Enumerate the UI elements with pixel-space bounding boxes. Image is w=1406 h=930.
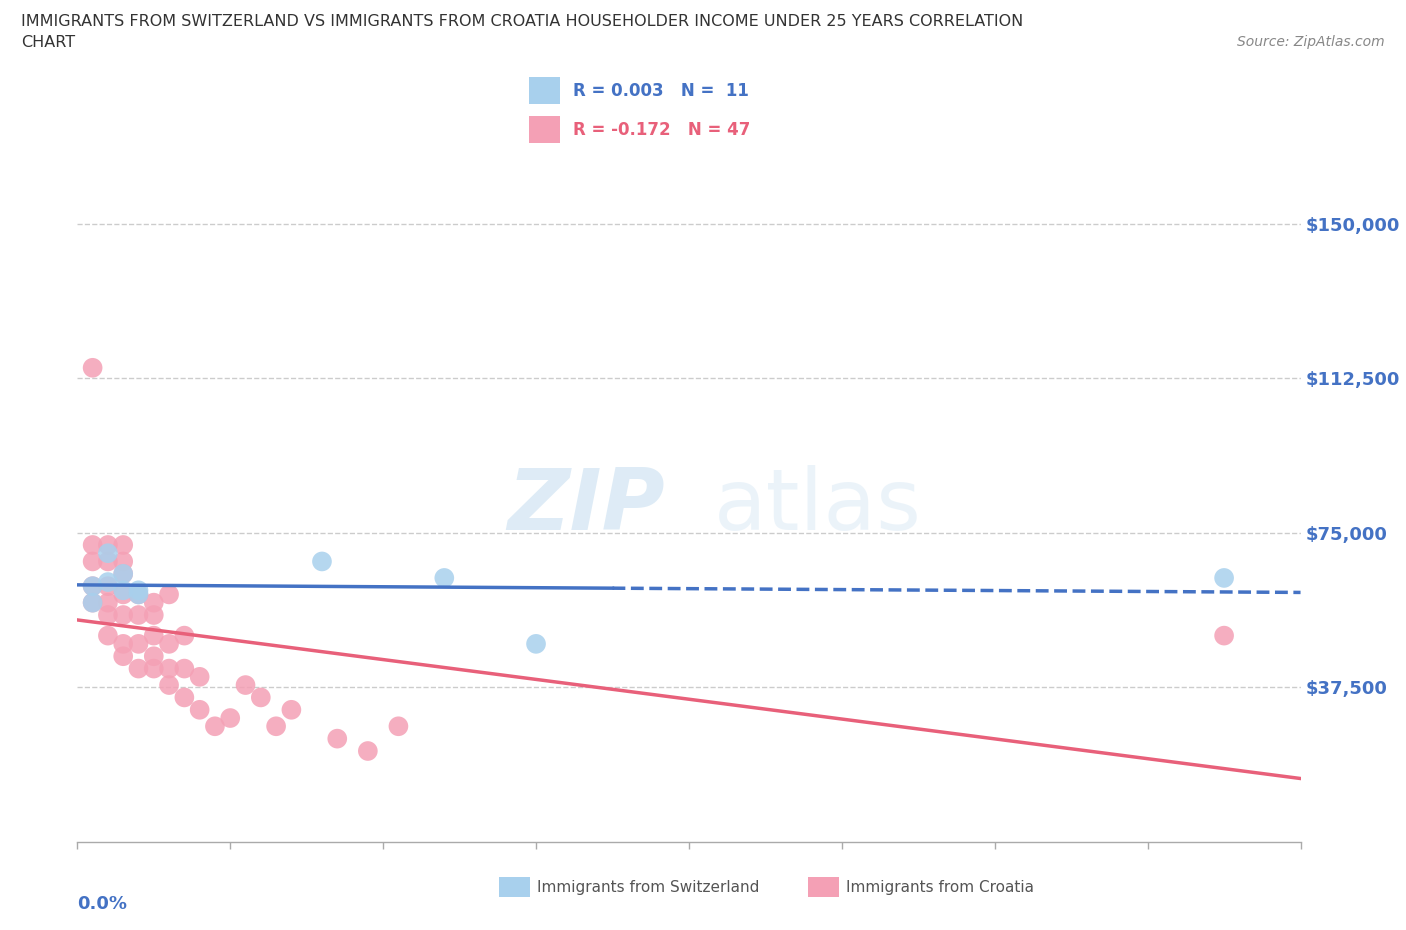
Point — [97, 628, 120, 643]
Point — [97, 578, 120, 593]
Point — [142, 595, 165, 610]
Point — [112, 566, 135, 581]
Text: 0.0%: 0.0% — [77, 896, 128, 913]
Point — [1213, 628, 1236, 643]
Point — [142, 607, 165, 622]
Point — [157, 587, 180, 602]
Text: R = 0.003   N =  11: R = 0.003 N = 11 — [572, 82, 748, 100]
Point — [326, 731, 349, 746]
Point — [82, 360, 104, 375]
Point — [128, 607, 150, 622]
Point — [112, 636, 135, 651]
FancyBboxPatch shape — [530, 116, 561, 143]
Point — [188, 702, 211, 717]
Point — [112, 649, 135, 664]
Point — [219, 711, 242, 725]
Point — [97, 595, 120, 610]
Point — [157, 636, 180, 651]
Point — [188, 670, 211, 684]
FancyBboxPatch shape — [530, 77, 561, 104]
Point — [157, 661, 180, 676]
Point — [433, 570, 456, 585]
Point — [82, 578, 104, 593]
Point — [112, 538, 135, 552]
Point — [97, 546, 120, 561]
Point — [524, 636, 547, 651]
Point — [173, 690, 195, 705]
Text: CHART: CHART — [21, 35, 75, 50]
Point — [235, 678, 257, 693]
Point — [128, 636, 150, 651]
Point — [128, 583, 150, 598]
Point — [142, 661, 165, 676]
Point — [173, 628, 195, 643]
Point — [128, 661, 150, 676]
Text: Source: ZipAtlas.com: Source: ZipAtlas.com — [1237, 35, 1385, 49]
Point — [82, 538, 104, 552]
Point — [264, 719, 287, 734]
Point — [142, 649, 165, 664]
Text: Immigrants from Switzerland: Immigrants from Switzerland — [537, 880, 759, 895]
Point — [1213, 570, 1236, 585]
Point — [280, 702, 302, 717]
Point — [112, 587, 135, 602]
Point — [82, 595, 104, 610]
Point — [142, 628, 165, 643]
Point — [128, 587, 150, 602]
Point — [157, 678, 180, 693]
Point — [112, 554, 135, 569]
Point — [112, 583, 135, 598]
Point — [173, 661, 195, 676]
Text: ZIP: ZIP — [506, 465, 665, 549]
Text: R = -0.172   N = 47: R = -0.172 N = 47 — [572, 121, 751, 139]
Point — [82, 554, 104, 569]
Point — [128, 587, 150, 602]
Text: Immigrants from Croatia: Immigrants from Croatia — [846, 880, 1035, 895]
Point — [82, 578, 104, 593]
Text: IMMIGRANTS FROM SWITZERLAND VS IMMIGRANTS FROM CROATIA HOUSEHOLDER INCOME UNDER : IMMIGRANTS FROM SWITZERLAND VS IMMIGRANT… — [21, 14, 1024, 29]
Point — [97, 538, 120, 552]
Point — [357, 744, 380, 759]
Point — [112, 566, 135, 581]
Point — [112, 607, 135, 622]
Point — [97, 554, 120, 569]
Point — [204, 719, 226, 734]
Point — [250, 690, 273, 705]
Point — [82, 595, 104, 610]
Text: atlas: atlas — [713, 465, 921, 549]
Point — [387, 719, 409, 734]
Point — [97, 575, 120, 590]
Point — [311, 554, 333, 569]
Point — [97, 607, 120, 622]
